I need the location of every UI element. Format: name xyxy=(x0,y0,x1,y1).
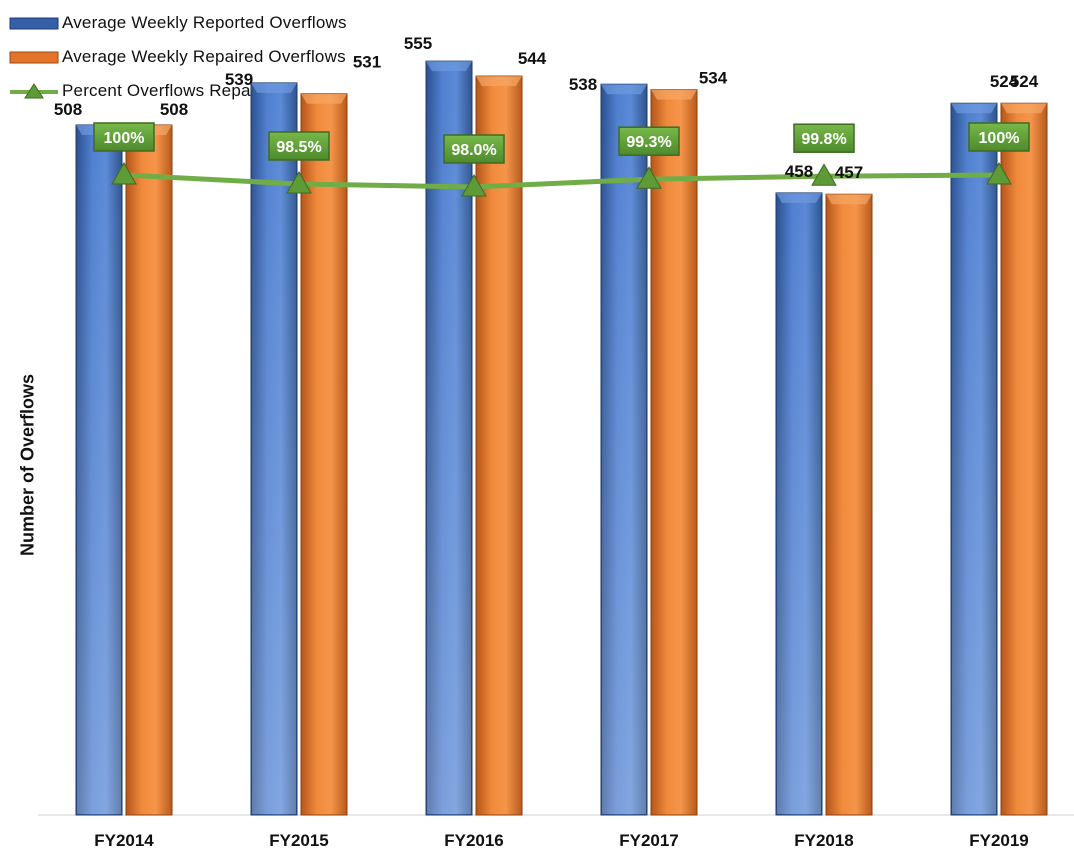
percent-tag-FY2017 xyxy=(618,126,680,156)
bar-reported-shade-FY2016 xyxy=(427,62,471,814)
percent-label-FY2015: 98.5% xyxy=(276,139,321,156)
bar-repaired-bevel-FY2019 xyxy=(1001,103,1047,114)
legend-item-percent: Percent Overflows Repaired xyxy=(8,74,347,108)
percent-tag-FY2018 xyxy=(793,123,855,153)
bar-reported-shade-FY2017 xyxy=(602,85,646,814)
percent-marker-FY2019 xyxy=(986,161,1012,185)
legend-item-reported: Average Weekly Reported Overflows xyxy=(8,6,347,40)
value-label-reported-FY2015: 539 xyxy=(225,70,253,89)
percent-marker-FY2016 xyxy=(461,173,487,197)
value-label-repaired-FY2018: 457 xyxy=(835,163,863,182)
legend-label-percent: Percent Overflows Repaired xyxy=(62,81,280,100)
bar-repaired-bevel-FY2016 xyxy=(476,76,522,87)
bar-reported-bevel-FY2016 xyxy=(426,61,472,72)
percent-marker-FY2017 xyxy=(636,166,662,189)
bar-reported-shade-FY2018 xyxy=(777,193,821,815)
legend-swatch-repaired xyxy=(8,47,62,67)
percent-label-FY2014: 100% xyxy=(104,130,145,147)
value-label-repaired-FY2016: 544 xyxy=(518,49,547,68)
x-tick-label-FY2015: FY2015 xyxy=(269,831,329,850)
bar-reported-bevel-FY2017 xyxy=(601,84,647,95)
bar-repaired-FY2019 xyxy=(1000,102,1048,816)
x-tick-label-FY2018: FY2018 xyxy=(794,831,854,850)
value-label-reported-FY2019: 524 xyxy=(990,72,1019,91)
bar-reported-shade-FY2015 xyxy=(252,83,296,814)
x-tick-label-FY2019: FY2019 xyxy=(969,831,1029,850)
percent-marker-FY2014 xyxy=(111,161,137,185)
value-label-repaired-FY2014: 508 xyxy=(160,100,188,119)
legend-swatch-percent xyxy=(8,81,62,101)
labels-group: FY2014 508 508 FY2015 539 531 FY2016 555 544 FY20… xyxy=(54,34,1039,850)
legend-label-repaired: Average Weekly Repaired Overflows xyxy=(62,47,346,66)
bar-repaired-FY2018 xyxy=(825,193,873,816)
bar-reported-bevel-FY2019 xyxy=(951,103,997,114)
legend-label-reported: Average Weekly Reported Overflows xyxy=(62,13,347,32)
value-label-reported-FY2017: 538 xyxy=(569,75,597,94)
percent-marker-FY2015 xyxy=(286,170,312,194)
x-tick-label-FY2014: FY2014 xyxy=(94,831,154,850)
value-label-reported-FY2014: 508 xyxy=(54,100,82,119)
bar-repaired-bevel-FY2015 xyxy=(301,93,347,104)
percent-label-FY2019: 100% xyxy=(979,130,1020,147)
percent-label-FY2017: 99.3% xyxy=(626,134,671,151)
percent-label-FY2016: 98.0% xyxy=(451,142,496,159)
bar-reported-shade-FY2014 xyxy=(77,125,121,814)
percent-line xyxy=(123,172,1000,190)
bar-repaired-bevel-FY2017 xyxy=(651,89,697,100)
percent-tag-FY2019 xyxy=(968,122,1030,152)
bar-reported-shade-FY2019 xyxy=(952,104,996,814)
percent-line-group: 100% 98.5% 98.0% 99.3% 99.8% 100% xyxy=(93,122,1030,197)
legend-item-repaired: Average Weekly Repaired Overflows xyxy=(8,40,347,74)
bar-repaired-FY2015 xyxy=(300,93,348,816)
bar-reported-bevel-FY2018 xyxy=(776,192,822,203)
legend-swatch-reported xyxy=(8,13,62,33)
value-label-reported-FY2016: 555 xyxy=(404,34,432,53)
value-label-repaired-FY2017: 534 xyxy=(699,69,728,88)
percent-tag-FY2015 xyxy=(268,131,330,161)
x-tick-label-FY2016: FY2016 xyxy=(444,831,504,850)
percent-label-FY2018: 99.8% xyxy=(801,131,846,148)
bar-repaired-FY2014 xyxy=(125,124,173,816)
bar-reported-bevel-FY2015 xyxy=(251,82,297,93)
legend: Average Weekly Reported Overflows Averag… xyxy=(8,6,347,108)
value-label-repaired-FY2015: 531 xyxy=(353,53,381,72)
percent-tag-FY2014 xyxy=(93,122,155,152)
x-tick-label-FY2017: FY2017 xyxy=(619,831,679,850)
value-label-reported-FY2018: 458 xyxy=(785,162,813,181)
bar-repaired-FY2017 xyxy=(650,89,698,816)
percent-tag-FY2016 xyxy=(443,134,505,164)
value-label-repaired-FY2019: 524 xyxy=(1010,72,1039,91)
bar-repaired-FY2016 xyxy=(475,75,523,816)
percent-marker-FY2018 xyxy=(811,163,837,186)
bar-repaired-bevel-FY2018 xyxy=(826,194,872,205)
